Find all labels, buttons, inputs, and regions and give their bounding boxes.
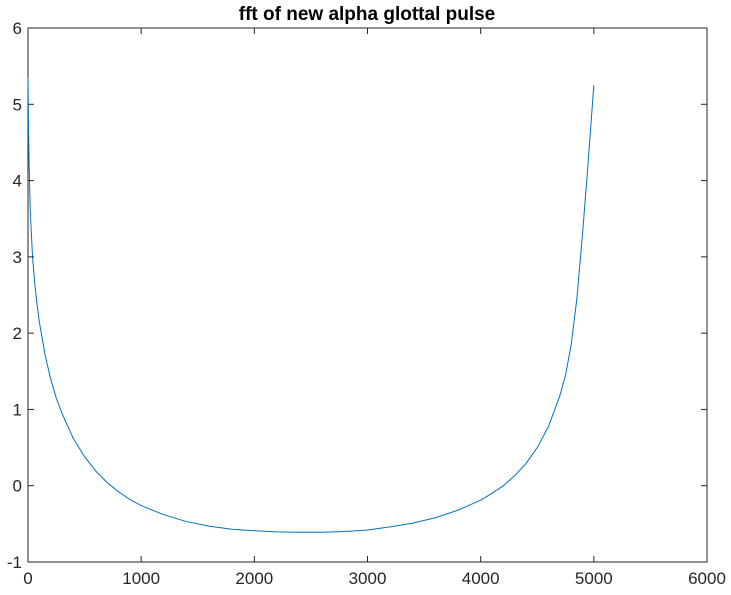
x-tick-label: 6000 [688,569,726,588]
y-tick-label: 4 [13,172,22,191]
y-tick-label: 2 [13,324,22,343]
y-tick-label: -1 [7,553,22,572]
y-tick-label: 3 [13,248,22,267]
x-tick-label: 5000 [575,569,613,588]
x-tick-label: 1000 [122,569,160,588]
axes-box [27,27,708,563]
y-tick-label: 1 [13,400,22,419]
y-tick-label: 6 [13,19,22,38]
x-tick-label: 4000 [462,569,500,588]
series-line-0 [27,77,595,533]
x-tick-label: 2000 [235,569,273,588]
x-tick-label: 3000 [349,569,387,588]
x-tick-label: 0 [23,569,32,588]
y-tick-label: 0 [13,477,22,496]
chart-title: fft of new alpha glottal pulse [239,4,496,25]
y-tick-label: 5 [13,95,22,114]
plot-area [27,27,708,563]
axis-ticks [27,27,708,563]
